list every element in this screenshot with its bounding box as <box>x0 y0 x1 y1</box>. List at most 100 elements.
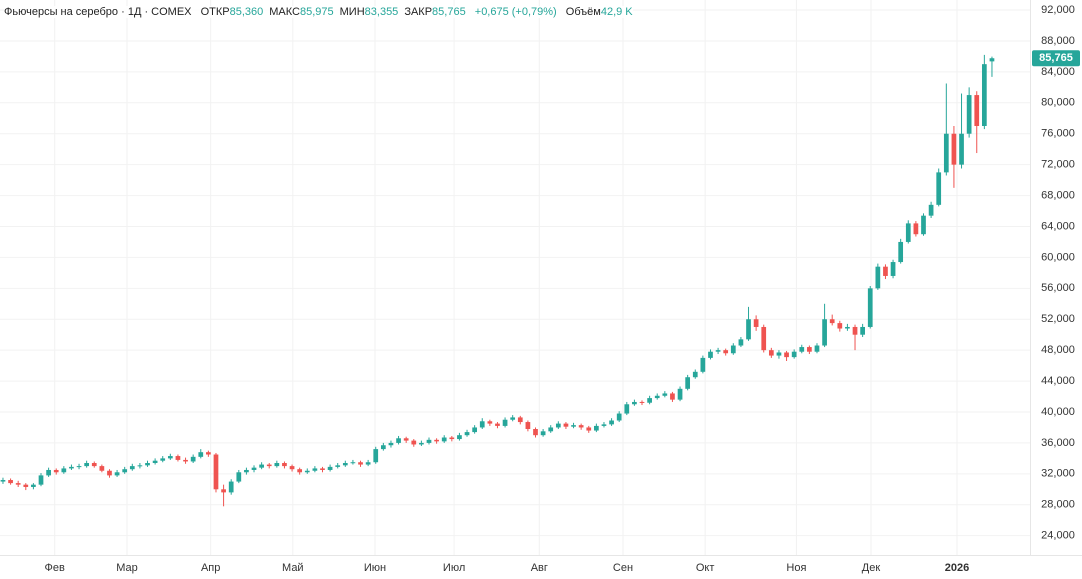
stat-value: 85,975 <box>299 6 334 18</box>
candle-body <box>700 357 706 372</box>
candle-body <box>274 463 280 467</box>
candle-body <box>251 467 257 470</box>
candle-body <box>852 326 858 335</box>
candle-body <box>167 456 173 459</box>
candle-body <box>601 424 607 426</box>
chart-header: Фьючерсы на серебро · 1Д · COMEX ОТКР85,… <box>4 6 633 18</box>
candle-body <box>586 427 592 431</box>
y-tick-label: 76,000 <box>1041 128 1075 140</box>
candle-body <box>776 352 782 356</box>
y-tick-label: 60,000 <box>1041 251 1075 263</box>
x-tick-label: Апр <box>201 562 220 574</box>
candle-body <box>244 469 249 473</box>
candle-body <box>647 398 652 403</box>
candle-body <box>206 452 211 455</box>
candle-body <box>943 133 949 173</box>
candle-body <box>434 439 439 442</box>
x-tick-label: Май <box>282 562 304 574</box>
candle-body <box>784 352 789 358</box>
candle-body <box>335 465 341 467</box>
stat-label: МАКС <box>269 6 300 18</box>
y-tick-label: 84,000 <box>1041 66 1075 78</box>
candle-body <box>578 425 584 428</box>
candle-body <box>53 469 59 473</box>
candle-body <box>449 437 455 440</box>
y-tick-label: 80,000 <box>1041 97 1075 109</box>
candle-body <box>883 266 888 276</box>
candle-body <box>76 466 82 468</box>
candle-body <box>654 395 660 399</box>
y-tick-label: 92,000 <box>1041 4 1075 16</box>
candle-body <box>639 401 645 403</box>
y-tick-label: 48,000 <box>1041 344 1075 356</box>
candle-body <box>662 393 668 396</box>
candle-body <box>723 350 729 354</box>
candle-body <box>738 339 744 346</box>
candle-body <box>419 442 424 445</box>
candle-body <box>609 420 614 425</box>
x-tick-label: Дек <box>862 562 881 574</box>
candle-body <box>845 326 850 329</box>
x-tick-label: Сен <box>613 562 633 574</box>
candle-body <box>594 425 599 431</box>
candle-body <box>441 437 447 442</box>
candle-body <box>327 466 333 470</box>
candle-body <box>91 463 97 467</box>
volume-label: Объём <box>565 6 601 18</box>
candle-body <box>472 427 477 433</box>
y-tick-label: 28,000 <box>1041 499 1075 511</box>
candle-body <box>175 456 181 460</box>
candle-body <box>213 454 219 490</box>
candle-body <box>380 445 386 450</box>
candle-body <box>807 347 812 352</box>
candle-body <box>761 326 767 351</box>
y-tick-label: 44,000 <box>1041 375 1075 387</box>
candle-body <box>350 462 356 464</box>
header-stats: ОТКР85,360 МАКС85,975 МИН83,355 ЗАКР85,765 <box>195 6 466 18</box>
y-tick-label: 64,000 <box>1041 220 1075 232</box>
candle-body <box>464 432 470 436</box>
candle-body <box>753 319 759 327</box>
candle-body <box>8 480 13 484</box>
volume-value: 42,9 K <box>600 6 633 18</box>
candle-body <box>616 413 622 421</box>
y-tick-label: 36,000 <box>1041 437 1075 449</box>
candle-body <box>746 319 751 340</box>
y-tick-label: 88,000 <box>1041 35 1075 47</box>
x-tick-label: Авг <box>531 562 548 574</box>
candle-body <box>981 64 987 126</box>
candle-body <box>768 350 774 356</box>
candle-body <box>685 377 691 389</box>
candle-body <box>145 463 150 466</box>
candle-body <box>692 371 698 378</box>
x-tick-label: 2026 <box>945 562 969 574</box>
candle-body <box>966 95 972 134</box>
candle-body <box>913 223 919 235</box>
candle-body <box>282 463 287 467</box>
candle-body <box>517 417 523 423</box>
candle-body <box>84 463 90 467</box>
candle-body <box>905 223 911 242</box>
candle-body <box>989 58 995 62</box>
candle-body <box>259 464 264 468</box>
y-tick-label: 56,000 <box>1041 282 1075 294</box>
candle-body <box>533 429 538 436</box>
candle-body <box>624 404 630 414</box>
candle-body <box>555 423 561 428</box>
y-tick-label: 24,000 <box>1041 530 1075 542</box>
candle-body <box>221 489 226 493</box>
candle-body <box>46 469 51 476</box>
candle-body <box>358 462 363 465</box>
candle-body <box>959 133 964 165</box>
candle-body <box>890 262 896 276</box>
x-tick-label: Фев <box>45 562 65 574</box>
candle-body <box>38 475 44 485</box>
candle-body <box>951 133 957 165</box>
candle-body <box>236 472 242 482</box>
candle-body <box>388 442 394 446</box>
stat-label: ОТКР <box>200 6 230 18</box>
candle-body <box>502 419 508 426</box>
candle-body <box>69 466 74 469</box>
stat-label: ЗАКР <box>404 6 433 18</box>
